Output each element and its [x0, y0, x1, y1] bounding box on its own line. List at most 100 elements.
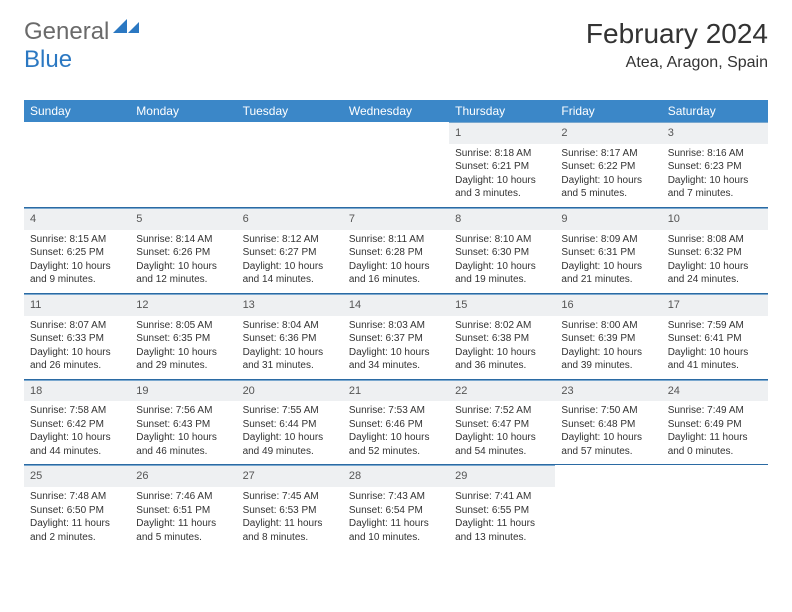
calendar-day-cell: 26Sunrise: 7:46 AMSunset: 6:51 PMDayligh…: [130, 465, 236, 550]
day-number: 27: [237, 465, 343, 487]
day-number: 2: [555, 122, 661, 144]
day-details: Sunrise: 8:07 AMSunset: 6:33 PMDaylight:…: [24, 316, 130, 379]
calendar-day-cell: 2Sunrise: 8:17 AMSunset: 6:22 PMDaylight…: [555, 122, 661, 207]
day-number: 10: [662, 208, 768, 230]
calendar-week-row: 18Sunrise: 7:58 AMSunset: 6:42 PMDayligh…: [24, 379, 768, 465]
day-number: 17: [662, 294, 768, 316]
calendar-day-cell: 21Sunrise: 7:53 AMSunset: 6:46 PMDayligh…: [343, 379, 449, 465]
day-details: Sunrise: 8:18 AMSunset: 6:21 PMDaylight:…: [449, 144, 555, 207]
logo-word-1: General: [24, 18, 109, 46]
weekday-header-row: Sunday Monday Tuesday Wednesday Thursday…: [24, 100, 768, 122]
day-details: Sunrise: 7:43 AMSunset: 6:54 PMDaylight:…: [343, 487, 449, 550]
calendar-week-row: 11Sunrise: 8:07 AMSunset: 6:33 PMDayligh…: [24, 293, 768, 379]
day-number: 11: [24, 294, 130, 316]
day-number: 9: [555, 208, 661, 230]
day-number: 1: [449, 122, 555, 144]
calendar-day-cell: 8Sunrise: 8:10 AMSunset: 6:30 PMDaylight…: [449, 207, 555, 293]
calendar-table: Sunday Monday Tuesday Wednesday Thursday…: [24, 100, 768, 550]
day-details: Sunrise: 7:52 AMSunset: 6:47 PMDaylight:…: [449, 401, 555, 464]
day-details: Sunrise: 8:09 AMSunset: 6:31 PMDaylight:…: [555, 230, 661, 293]
day-number: 22: [449, 380, 555, 402]
calendar-day-cell: 1Sunrise: 8:18 AMSunset: 6:21 PMDaylight…: [449, 122, 555, 207]
day-details: Sunrise: 7:41 AMSunset: 6:55 PMDaylight:…: [449, 487, 555, 550]
weekday-header: Tuesday: [237, 100, 343, 122]
day-details: Sunrise: 7:46 AMSunset: 6:51 PMDaylight:…: [130, 487, 236, 550]
weekday-header: Wednesday: [343, 100, 449, 122]
calendar-day-cell: 28Sunrise: 7:43 AMSunset: 6:54 PMDayligh…: [343, 465, 449, 550]
calendar-day-cell: 18Sunrise: 7:58 AMSunset: 6:42 PMDayligh…: [24, 379, 130, 465]
day-details: Sunrise: 7:50 AMSunset: 6:48 PMDaylight:…: [555, 401, 661, 464]
calendar-day-cell: .....: [237, 122, 343, 207]
day-details: Sunrise: 8:00 AMSunset: 6:39 PMDaylight:…: [555, 316, 661, 379]
day-number: 8: [449, 208, 555, 230]
day-number: 19: [130, 380, 236, 402]
logo-word-2-wrap: Blue: [24, 46, 72, 74]
calendar-week-row: 4Sunrise: 8:15 AMSunset: 6:25 PMDaylight…: [24, 207, 768, 293]
weekday-header: Monday: [130, 100, 236, 122]
day-details: Sunrise: 7:55 AMSunset: 6:44 PMDaylight:…: [237, 401, 343, 464]
calendar-day-cell: 19Sunrise: 7:56 AMSunset: 6:43 PMDayligh…: [130, 379, 236, 465]
day-number: 26: [130, 465, 236, 487]
calendar-day-cell: 13Sunrise: 8:04 AMSunset: 6:36 PMDayligh…: [237, 293, 343, 379]
weekday-header: Friday: [555, 100, 661, 122]
day-details: Sunrise: 8:04 AMSunset: 6:36 PMDaylight:…: [237, 316, 343, 379]
weekday-header: Sunday: [24, 100, 130, 122]
day-details: Sunrise: 8:10 AMSunset: 6:30 PMDaylight:…: [449, 230, 555, 293]
day-number: 7: [343, 208, 449, 230]
day-details: Sunrise: 8:12 AMSunset: 6:27 PMDaylight:…: [237, 230, 343, 293]
calendar-day-cell: 29Sunrise: 7:41 AMSunset: 6:55 PMDayligh…: [449, 465, 555, 550]
logo-word-2: Blue: [24, 46, 72, 73]
day-number: 18: [24, 380, 130, 402]
day-details: Sunrise: 7:48 AMSunset: 6:50 PMDaylight:…: [24, 487, 130, 550]
header: General February 2024 Atea, Aragon, Spai…: [24, 18, 768, 72]
weekday-header: Thursday: [449, 100, 555, 122]
month-title: February 2024: [586, 18, 768, 50]
day-number: 12: [130, 294, 236, 316]
calendar-day-cell: 10Sunrise: 8:08 AMSunset: 6:32 PMDayligh…: [662, 207, 768, 293]
day-number: 25: [24, 465, 130, 487]
day-number: 23: [555, 380, 661, 402]
day-details: Sunrise: 8:16 AMSunset: 6:23 PMDaylight:…: [662, 144, 768, 207]
day-details: Sunrise: 8:08 AMSunset: 6:32 PMDaylight:…: [662, 230, 768, 293]
day-number: 16: [555, 294, 661, 316]
day-number: 15: [449, 294, 555, 316]
day-details: Sunrise: 7:53 AMSunset: 6:46 PMDaylight:…: [343, 401, 449, 464]
calendar-day-cell: 16Sunrise: 8:00 AMSunset: 6:39 PMDayligh…: [555, 293, 661, 379]
calendar-day-cell: 24Sunrise: 7:49 AMSunset: 6:49 PMDayligh…: [662, 379, 768, 465]
day-details: Sunrise: 7:56 AMSunset: 6:43 PMDaylight:…: [130, 401, 236, 464]
calendar-day-cell: 7Sunrise: 8:11 AMSunset: 6:28 PMDaylight…: [343, 207, 449, 293]
location: Atea, Aragon, Spain: [586, 54, 768, 72]
calendar-day-cell: 14Sunrise: 8:03 AMSunset: 6:37 PMDayligh…: [343, 293, 449, 379]
calendar-day-cell: 6Sunrise: 8:12 AMSunset: 6:27 PMDaylight…: [237, 207, 343, 293]
calendar-day-cell: 22Sunrise: 7:52 AMSunset: 6:47 PMDayligh…: [449, 379, 555, 465]
calendar-day-cell: .....: [24, 122, 130, 207]
day-details: Sunrise: 8:05 AMSunset: 6:35 PMDaylight:…: [130, 316, 236, 379]
day-details: Sunrise: 7:58 AMSunset: 6:42 PMDaylight:…: [24, 401, 130, 464]
day-number: 29: [449, 465, 555, 487]
logo: General: [24, 18, 139, 46]
day-number: 14: [343, 294, 449, 316]
title-block: February 2024 Atea, Aragon, Spain: [586, 18, 768, 72]
calendar-day-cell: 27Sunrise: 7:45 AMSunset: 6:53 PMDayligh…: [237, 465, 343, 550]
calendar-week-row: 25Sunrise: 7:48 AMSunset: 6:50 PMDayligh…: [24, 465, 768, 550]
day-details: Sunrise: 7:59 AMSunset: 6:41 PMDaylight:…: [662, 316, 768, 379]
calendar-day-cell: .....: [662, 465, 768, 550]
day-number: 24: [662, 380, 768, 402]
day-details: Sunrise: 8:14 AMSunset: 6:26 PMDaylight:…: [130, 230, 236, 293]
calendar-day-cell: 11Sunrise: 8:07 AMSunset: 6:33 PMDayligh…: [24, 293, 130, 379]
calendar-day-cell: .....: [343, 122, 449, 207]
day-number: 5: [130, 208, 236, 230]
day-details: Sunrise: 8:15 AMSunset: 6:25 PMDaylight:…: [24, 230, 130, 293]
weekday-header: Saturday: [662, 100, 768, 122]
day-details: Sunrise: 8:02 AMSunset: 6:38 PMDaylight:…: [449, 316, 555, 379]
day-details: Sunrise: 8:17 AMSunset: 6:22 PMDaylight:…: [555, 144, 661, 207]
day-details: Sunrise: 7:45 AMSunset: 6:53 PMDaylight:…: [237, 487, 343, 550]
day-number: 6: [237, 208, 343, 230]
day-details: Sunrise: 8:03 AMSunset: 6:37 PMDaylight:…: [343, 316, 449, 379]
calendar-day-cell: 9Sunrise: 8:09 AMSunset: 6:31 PMDaylight…: [555, 207, 661, 293]
calendar-day-cell: .....: [130, 122, 236, 207]
calendar-day-cell: 3Sunrise: 8:16 AMSunset: 6:23 PMDaylight…: [662, 122, 768, 207]
day-number: 21: [343, 380, 449, 402]
calendar-day-cell: 15Sunrise: 8:02 AMSunset: 6:38 PMDayligh…: [449, 293, 555, 379]
calendar-day-cell: 4Sunrise: 8:15 AMSunset: 6:25 PMDaylight…: [24, 207, 130, 293]
